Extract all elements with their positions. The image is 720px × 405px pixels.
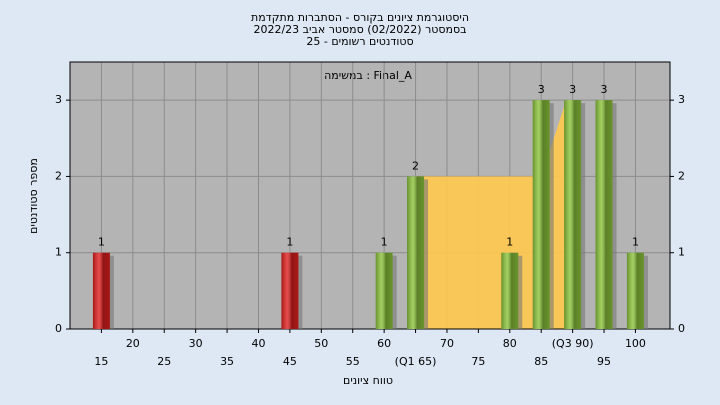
- y2-tick-label: 1: [678, 246, 685, 259]
- bar-shine: [501, 252, 519, 329]
- x-tick-label: 100: [625, 337, 646, 350]
- value-label: 3: [569, 83, 576, 96]
- bar-shine: [281, 252, 299, 329]
- bar-shine: [532, 100, 550, 330]
- x-tick-label: 70: [440, 337, 454, 350]
- chart-subtitle: סטודנטים רשומים - 25: [306, 35, 413, 48]
- value-label: 1: [381, 236, 388, 249]
- annotation: במשימה : Final_A: [324, 69, 412, 82]
- x-tick-label: 20: [126, 337, 140, 350]
- value-label: 2: [412, 159, 419, 172]
- y2-tick-label: 3: [678, 93, 685, 106]
- y-tick-label: 3: [55, 93, 62, 106]
- x-tick-label: 75: [471, 355, 485, 368]
- bar-shine: [626, 252, 644, 329]
- chart-subtitle: בסמסטר (02/2022) סמסטר אביב 2022/23: [253, 23, 466, 36]
- x-tick-label: 40: [251, 337, 265, 350]
- x-tick-label: 80: [503, 337, 517, 350]
- y-axis-label: מספר סטודנטים: [27, 158, 40, 234]
- bar-shine: [375, 252, 393, 329]
- y2-tick-label: 0: [678, 322, 685, 335]
- x-tick-label: 30: [189, 337, 203, 350]
- x-tick-label: 95: [597, 355, 611, 368]
- x-axis-label: טווח ציונים: [343, 374, 393, 387]
- x-tick-label: 50: [314, 337, 328, 350]
- value-label: 3: [538, 83, 545, 96]
- bar-shine: [92, 252, 110, 329]
- bar-shine: [595, 100, 613, 330]
- y2-tick-label: 2: [678, 169, 685, 182]
- x-tick-label: 55: [346, 355, 360, 368]
- y-tick-label: 1: [55, 246, 62, 259]
- value-label: 1: [506, 236, 513, 249]
- y-tick-label: 0: [55, 322, 62, 335]
- value-label: 3: [601, 83, 608, 96]
- x-tick-label: 85: [534, 355, 548, 368]
- value-label: 1: [632, 236, 639, 249]
- value-label: 1: [98, 236, 105, 249]
- chart-title: היסטוגרמת ציונים בקורס - הסתברות מתקדמת: [251, 11, 469, 24]
- plot-frame: [69, 61, 671, 330]
- x-tick-label: 60: [377, 337, 391, 350]
- y-tick-label: 2: [55, 169, 62, 182]
- x-tick-label: (Q3 90): [552, 337, 594, 350]
- value-label: 1: [286, 236, 293, 249]
- x-tick-label: 25: [157, 355, 171, 368]
- x-tick-label: (Q1 65): [395, 355, 437, 368]
- bar-shine: [564, 100, 582, 330]
- x-tick-label: 45: [283, 355, 297, 368]
- bar-shine: [407, 176, 425, 329]
- x-tick-label: 35: [220, 355, 234, 368]
- x-tick-label: 15: [94, 355, 108, 368]
